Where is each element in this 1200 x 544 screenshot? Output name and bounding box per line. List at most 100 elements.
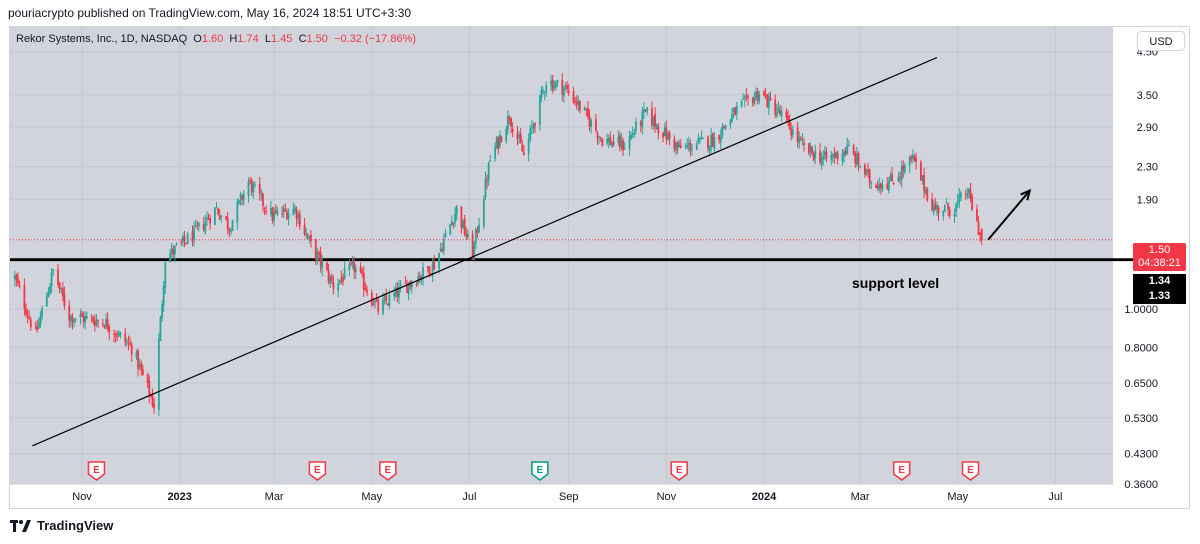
candle-body	[742, 98, 745, 100]
candle-body	[631, 133, 634, 135]
candle-body	[254, 184, 256, 186]
candle-body	[609, 136, 612, 145]
candle-body	[103, 325, 106, 328]
candle-body	[611, 142, 613, 147]
candle-body	[303, 224, 306, 234]
last-price-badge: 1.50 04:38:21	[1133, 243, 1186, 271]
chart-plot-area[interactable]	[10, 27, 1113, 484]
candle-body	[308, 236, 311, 239]
candle-body	[729, 120, 732, 126]
candle-body	[644, 109, 647, 111]
low-value: 1.45	[271, 33, 293, 45]
candle-body	[791, 129, 794, 135]
candle-body	[751, 97, 754, 104]
candle-body	[260, 193, 263, 196]
candle-body	[823, 151, 826, 155]
candle-body	[433, 261, 436, 270]
candle-body	[350, 263, 352, 265]
candle-body	[343, 267, 346, 280]
candle-body	[665, 127, 668, 140]
candle-body	[833, 153, 836, 158]
symbol-title: Rekor Systems, Inc., 1D, NASDAQ	[16, 33, 188, 45]
candle-body	[662, 132, 665, 138]
candle-body	[583, 107, 586, 111]
candle-body	[731, 114, 733, 123]
candle-body	[231, 220, 234, 231]
time-axis[interactable]	[10, 484, 1113, 508]
earnings-shield-icon	[379, 461, 397, 481]
candle-body	[953, 213, 956, 217]
candle-body	[170, 247, 173, 255]
candle-body	[518, 135, 520, 137]
candle-body	[575, 101, 578, 105]
candle-body	[342, 277, 344, 282]
candle-body	[431, 262, 434, 276]
candle-body	[881, 185, 884, 190]
x-tick-label: Jul	[1048, 491, 1062, 503]
candle-body	[964, 193, 967, 195]
x-tick-label: Nov	[657, 491, 677, 503]
candle-body	[758, 93, 761, 103]
candle-body	[463, 218, 466, 235]
candle-body	[868, 169, 871, 183]
candle-body	[878, 184, 881, 190]
candle-body	[241, 196, 244, 201]
candle-body	[779, 110, 781, 115]
x-tick-label: Sep	[559, 491, 579, 503]
candle-body	[697, 138, 700, 143]
candle-body	[652, 116, 655, 127]
candle-body	[271, 208, 274, 221]
candle-body	[899, 176, 901, 178]
earnings-shield-icon	[308, 461, 327, 481]
candle-body	[37, 322, 40, 329]
x-tick-label: Nov	[72, 491, 92, 503]
candle-body	[775, 111, 778, 117]
candle-body	[841, 154, 844, 162]
candle-body	[651, 108, 653, 126]
candle-body	[788, 120, 791, 130]
candle-body	[127, 342, 130, 344]
candle-body	[948, 209, 951, 216]
tradingview-brand[interactable]: TradingView	[10, 518, 113, 533]
candle-body	[50, 272, 53, 287]
candle-body	[498, 134, 501, 147]
candle-body	[129, 343, 131, 345]
earnings-shield-icon	[87, 461, 106, 481]
earnings-label: E	[898, 465, 905, 476]
candle-body	[598, 136, 601, 138]
candle-body	[620, 138, 623, 148]
currency-button[interactable]: USD	[1137, 31, 1185, 51]
candle-body	[169, 253, 171, 262]
candle-body	[551, 79, 554, 91]
candle-body	[554, 81, 557, 88]
candle-body	[138, 364, 141, 367]
candle-body	[601, 138, 604, 146]
candle-body	[61, 287, 64, 296]
candle-body	[926, 188, 929, 201]
candle-body	[798, 137, 801, 143]
candle-body	[889, 176, 892, 182]
x-tick-label: 2023	[167, 491, 191, 503]
earnings-label: E	[384, 465, 391, 476]
x-tick-label: 2024	[752, 491, 777, 503]
candle-body	[455, 205, 458, 215]
candle-body	[478, 224, 480, 232]
bar-countdown: 04:38:21	[1138, 257, 1181, 269]
candle-body	[362, 272, 365, 290]
candle-body	[484, 178, 487, 198]
candle-body	[140, 362, 143, 370]
candle-body	[494, 146, 496, 159]
x-tick-label: Mar	[851, 491, 870, 503]
candle-body	[763, 91, 765, 96]
candle-body	[635, 121, 637, 132]
candle-body	[274, 210, 277, 213]
candle-body	[364, 288, 367, 291]
candle-body	[574, 101, 577, 103]
candle-body	[209, 217, 212, 224]
candle-body	[137, 350, 139, 370]
candle-body	[956, 200, 959, 204]
candle-body	[359, 266, 362, 273]
candle-body	[73, 319, 75, 322]
